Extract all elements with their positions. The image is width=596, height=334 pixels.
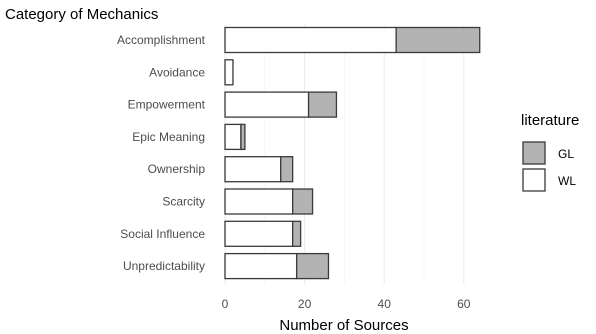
legend-title: literature [521, 112, 579, 129]
bar-segment-wl [224, 188, 294, 215]
legend: literature GL WL [521, 112, 579, 192]
bar-segment-wl [224, 252, 298, 280]
chart-title: Category of Mechanics [5, 6, 158, 23]
legend-swatch-wl [522, 168, 546, 192]
bar-segment-wl [224, 123, 242, 151]
bar-segment-wl [224, 156, 282, 183]
x-tick-label: 40 [378, 297, 392, 311]
bar-segment-wl [224, 26, 397, 54]
bar-segment-gl [307, 91, 338, 118]
bar-segment-gl [292, 188, 314, 215]
category-label: Avoidance [149, 65, 205, 79]
category-label: Ownership [148, 162, 206, 176]
category-labels: Accomplishment Avoidance Empowerment Epic M… [117, 33, 206, 273]
bar-segment-wl [224, 91, 310, 118]
legend-label: GL [558, 147, 574, 161]
bar-segment-gl [280, 156, 294, 183]
bar-segment-wl [224, 59, 234, 86]
x-tick-label: 60 [457, 297, 471, 311]
category-label: Epic Meaning [132, 130, 205, 144]
category-label: Unpredictability [123, 259, 205, 273]
bar-segment-gl [295, 252, 330, 280]
category-label: Scarcity [162, 195, 205, 209]
category-label: Social Influence [120, 227, 205, 241]
legend-swatch-gl [522, 141, 546, 165]
category-label: Accomplishment [117, 33, 206, 47]
x-tick-label: 0 [222, 297, 229, 311]
legend-label: WL [558, 174, 576, 188]
x-tick-labels: 0 20 40 60 [222, 297, 471, 311]
x-axis-title: Number of Sources [279, 317, 408, 334]
category-label: Empowerment [128, 98, 206, 112]
bars [224, 26, 481, 280]
bar-segment-gl [292, 220, 302, 247]
x-tick-label: 20 [298, 297, 312, 311]
bar-segment-wl [224, 220, 294, 247]
bar-segment-gl [240, 123, 246, 151]
bar-segment-gl [395, 26, 481, 54]
gridlines [224, 25, 465, 284]
